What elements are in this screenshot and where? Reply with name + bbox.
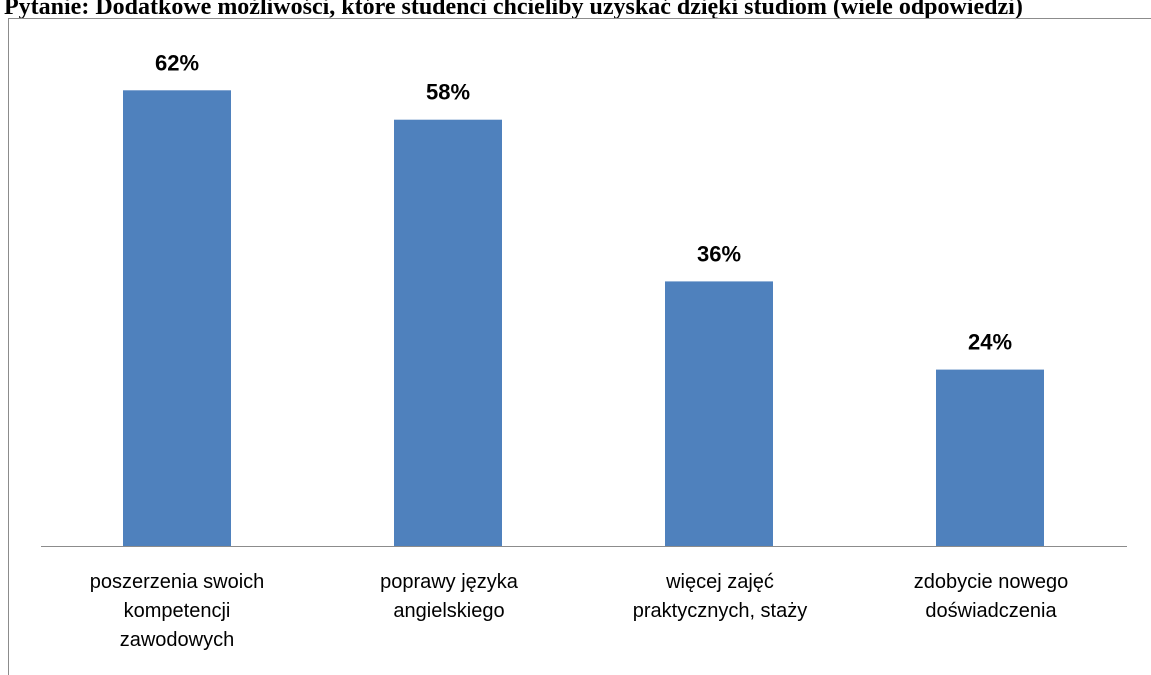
category-label-4: zdobycie nowego doświadczenia [876,568,1106,626]
bar-1 [123,90,231,547]
chart-frame-top [8,18,1151,19]
category-label-1-line-2: kompetencji [123,600,231,622]
category-label-1-line-3: zawodowych [119,629,235,651]
category-label-4-line-1: zdobycie nowego [913,571,1069,593]
data-label-3: 36% [697,241,741,266]
category-label-3: więcej zajęć praktycznych, staży [605,568,835,626]
category-label-1-line-1: poszerzenia swoich [89,571,265,593]
bar-3 [665,281,773,546]
data-label-2: 58% [426,80,470,105]
data-label-4: 24% [968,330,1012,355]
chart-title: Pytanie: Dodatkowe możliwości, które stu… [4,0,1023,20]
category-label-2: poprawy języka angielskiego [334,568,564,626]
bar-4 [936,369,1044,546]
category-label-2-line-1: poprawy języka [380,571,518,593]
category-label-3-line-1: więcej zajęć [666,571,774,593]
category-label-2-line-2: angielskiego [393,600,505,622]
data-label-1: 62% [155,50,199,75]
category-label-1: poszerzenia swoich kompetencji zawodowyc… [62,568,292,655]
chart-frame-left [8,18,9,675]
bar-2 [394,119,502,546]
category-label-3-line-2: praktycznych, staży [632,600,808,622]
category-label-4-line-2: doświadczenia [925,600,1057,622]
